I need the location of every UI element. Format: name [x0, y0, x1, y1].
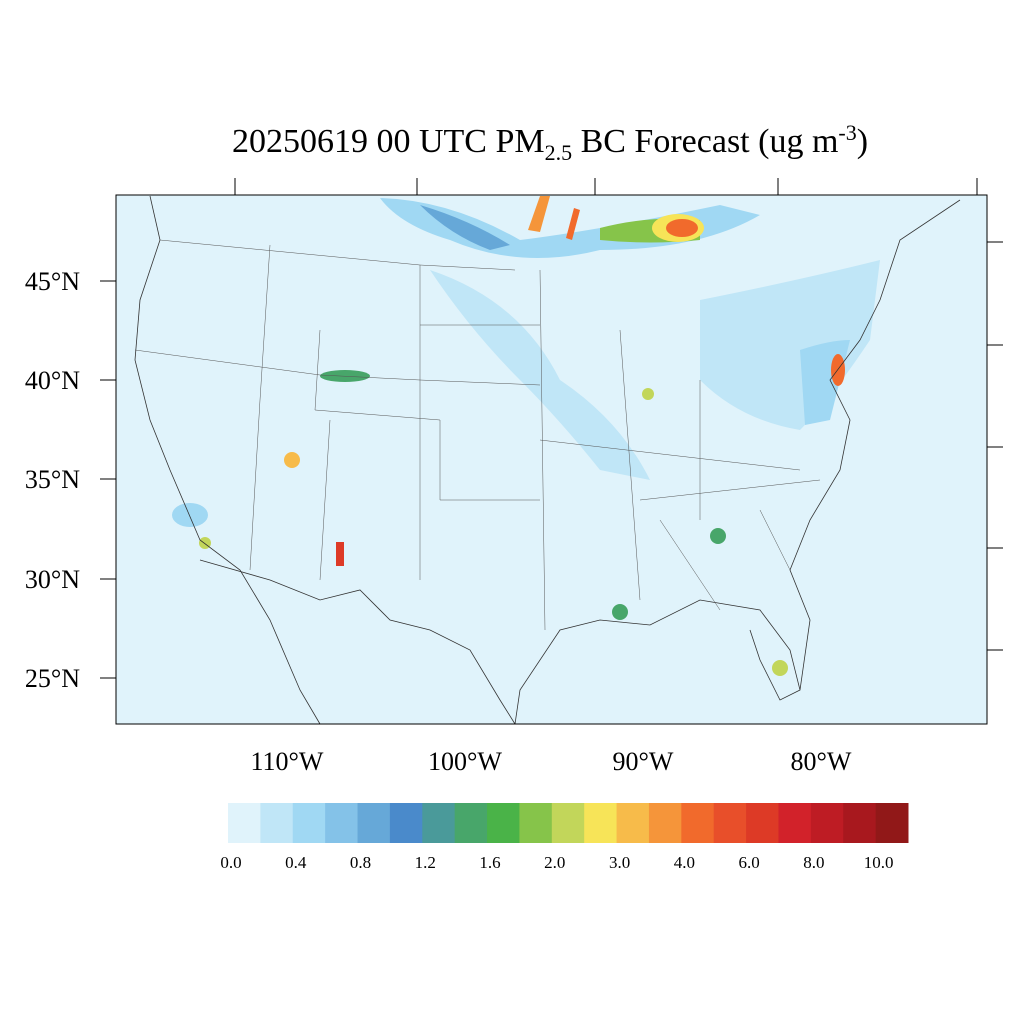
- colorbar-box: [389, 803, 423, 843]
- lat-label: 40°N: [25, 366, 80, 395]
- colorbar-box: [422, 803, 456, 843]
- colorbar-label: 8.0: [803, 853, 824, 872]
- colorbar-box: [228, 803, 261, 843]
- colorbar-box: [616, 803, 650, 843]
- state-borders: [134, 239, 821, 631]
- map-title: 20250619 00 UTC PM2.5 BC Forecast (ug m-…: [232, 120, 868, 165]
- lat-label: 35°N: [25, 465, 80, 494]
- lon-label: 100°W: [428, 747, 502, 776]
- colorbar-label: 10.0: [864, 853, 894, 872]
- colorbar-box: [746, 803, 779, 843]
- colorbar-box: [325, 803, 359, 843]
- title-subscript: 2.5: [545, 140, 573, 165]
- axis-labels: 45°N 40°N 35°N 30°N 25°N 110°W 100°W 90°W 80°W: [25, 267, 852, 776]
- colorbar-label: 1.6: [479, 853, 500, 872]
- colorbar: 0.0 0.4 0.8 1.2 1.6 2.0 3.0 4.0 6.0 8.0 10.0: [220, 803, 909, 872]
- colorbar-box: [292, 803, 326, 843]
- concentration-field: [172, 196, 880, 676]
- title-text: ): [857, 123, 868, 160]
- coastline: [134, 195, 961, 725]
- colorbar-box: [584, 803, 618, 843]
- colorbar-label: 0.8: [350, 853, 371, 872]
- lat-label: 45°N: [25, 267, 80, 296]
- colorbar-box: [713, 803, 747, 843]
- colorbar-box: [875, 803, 909, 843]
- map-frame: [115, 194, 988, 725]
- colorbar-label: 0.0: [220, 853, 241, 872]
- lat-label: 30°N: [25, 565, 80, 594]
- axis-ticks: [100, 178, 1003, 679]
- title-text: 20250619 00 UTC PM: [232, 123, 545, 160]
- lon-label: 80°W: [791, 747, 852, 776]
- lat-label: 25°N: [25, 664, 80, 693]
- colorbar-box: [810, 803, 844, 843]
- colorbar-box: [778, 803, 812, 843]
- colorbar-label: 2.0: [544, 853, 565, 872]
- colorbar-box: [681, 803, 715, 843]
- colorbar-label: 4.0: [674, 853, 695, 872]
- colorbar-label: 6.0: [738, 853, 759, 872]
- colorbar-label: 3.0: [609, 853, 630, 872]
- colorbar-box: [551, 803, 585, 843]
- lon-label: 110°W: [251, 747, 324, 776]
- lon-label: 90°W: [613, 747, 674, 776]
- colorbar-label: 0.4: [285, 853, 307, 872]
- colorbar-label: 1.2: [415, 853, 436, 872]
- title-text: BC Forecast (ug m: [572, 123, 838, 160]
- colorbar-box: [519, 803, 553, 843]
- title-superscript: -3: [838, 120, 856, 145]
- colorbar-box: [357, 803, 391, 843]
- map-area: [115, 194, 988, 725]
- colorbar-box: [648, 803, 682, 843]
- colorbar-box: [260, 803, 294, 843]
- colorbar-box: [843, 803, 877, 843]
- colorbar-box: [487, 803, 520, 843]
- colorbar-box: [454, 803, 488, 843]
